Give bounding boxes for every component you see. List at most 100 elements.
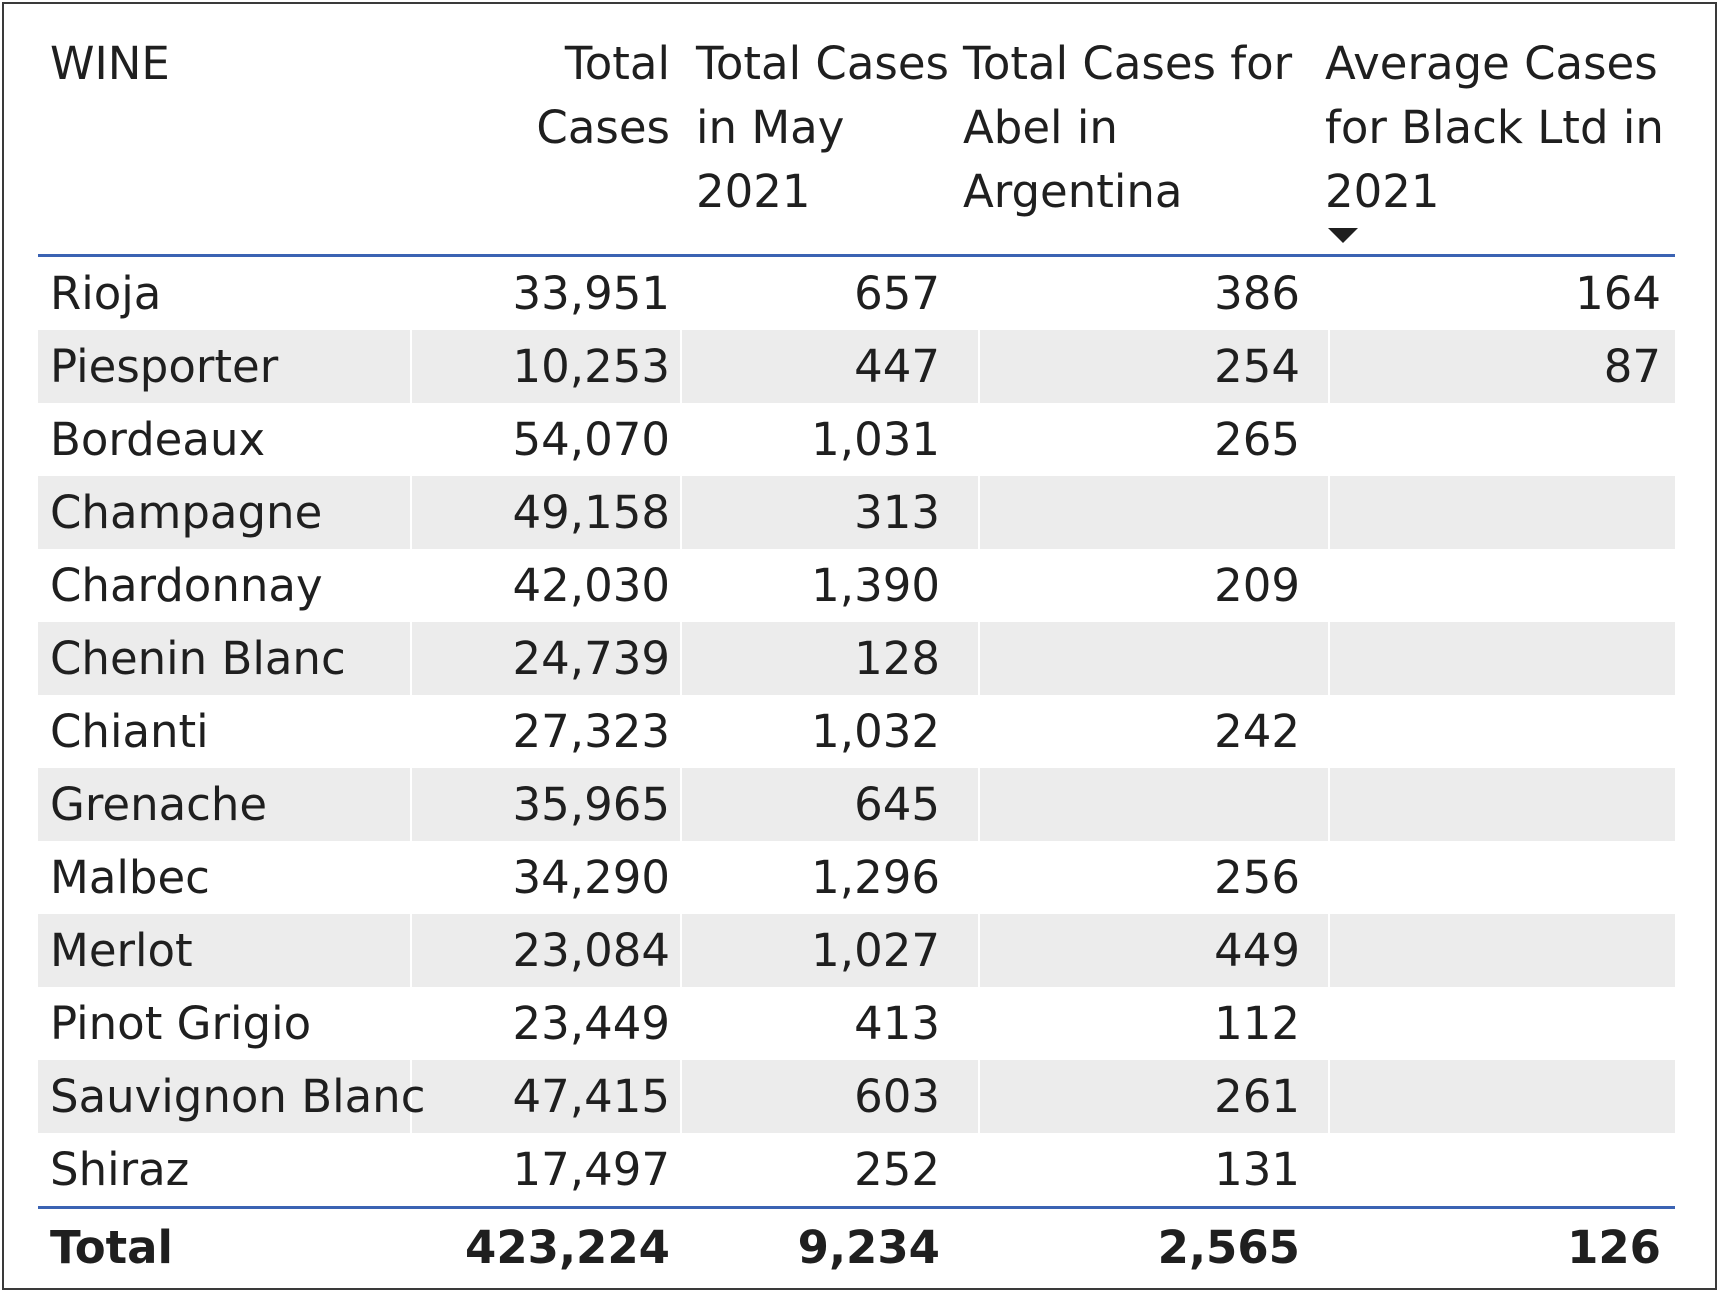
value-cell — [988, 476, 1300, 549]
column-divider — [410, 622, 412, 695]
table-row[interactable]: Bordeaux 54,070 1,031 265 — [38, 403, 1675, 476]
row-shade — [38, 330, 1675, 403]
column-divider — [680, 622, 682, 695]
value-cell: 603 — [854, 1070, 940, 1123]
value-cell: 42,030 — [512, 559, 670, 612]
value-cell: 242 — [1214, 705, 1300, 758]
wine-name-cell: Chianti — [50, 705, 209, 758]
table-row[interactable]: Merlot 23,084 1,027 449 — [38, 914, 1675, 987]
value-cell: 17,497 — [512, 1143, 670, 1196]
value-cell: 34,290 — [512, 851, 670, 904]
value-cell — [1338, 987, 1661, 1060]
column-divider — [410, 1060, 412, 1133]
table-row[interactable]: Piesporter 10,253 447 254 87 — [38, 330, 1675, 403]
column-divider — [978, 476, 980, 549]
wine-name-cell: Malbec — [50, 851, 210, 904]
column-divider — [410, 768, 412, 841]
value-cell: 447 — [854, 340, 940, 393]
value-cell: 313 — [854, 486, 940, 539]
total-cell: 2,565 — [1157, 1221, 1300, 1274]
table-row[interactable]: Shiraz 17,497 252 131 — [38, 1133, 1675, 1206]
row-shade — [38, 622, 1675, 695]
header-line: Total Cases for — [963, 37, 1293, 90]
table-row[interactable]: Malbec 34,290 1,296 256 — [38, 841, 1675, 914]
value-cell: 10,253 — [512, 340, 670, 393]
column-divider — [978, 1060, 980, 1133]
value-cell: 23,449 — [512, 997, 670, 1050]
total-cell: 423,224 — [465, 1221, 670, 1274]
wine-name-cell: Merlot — [50, 924, 193, 977]
column-divider — [680, 330, 682, 403]
column-header-black-ltd-2021[interactable]: Average Cases for Black Ltd in 2021 — [1325, 32, 1670, 224]
table-row[interactable]: Pinot Grigio 23,449 413 112 — [38, 987, 1675, 1060]
value-cell: 386 — [1214, 267, 1300, 320]
value-cell: 1,032 — [811, 705, 940, 758]
column-divider — [680, 768, 682, 841]
header-line: Average Cases — [1325, 37, 1658, 90]
column-header-abel-argentina[interactable]: Total Cases for Abel in Argentina — [963, 32, 1303, 224]
table-header: WINE Total Cases Total Cases in May 2021… — [38, 24, 1675, 257]
matrix-table: WINE Total Cases Total Cases in May 2021… — [38, 24, 1675, 1287]
value-cell: 27,323 — [512, 705, 670, 758]
value-cell — [1338, 695, 1661, 768]
wine-name-cell: Grenache — [50, 778, 268, 831]
value-cell: 1,296 — [811, 851, 940, 904]
column-divider — [978, 768, 980, 841]
table-row[interactable]: Chianti 27,323 1,032 242 — [38, 695, 1675, 768]
value-cell: 256 — [1214, 851, 1300, 904]
value-cell — [1338, 476, 1661, 549]
column-divider — [410, 330, 412, 403]
table-row[interactable]: Grenache 35,965 645 — [38, 768, 1675, 841]
column-divider — [680, 914, 682, 987]
table-row[interactable]: Sauvignon Blanc 47,415 603 261 — [38, 1060, 1675, 1133]
wine-name-cell: Rioja — [50, 267, 162, 320]
column-divider — [1328, 768, 1330, 841]
column-divider — [978, 622, 980, 695]
column-divider — [410, 476, 412, 549]
value-cell: 49,158 — [512, 486, 670, 539]
value-cell: 1,027 — [811, 924, 940, 977]
wine-name-cell: Sauvignon Blanc — [50, 1070, 426, 1123]
table-row[interactable]: Chardonnay 42,030 1,390 209 — [38, 549, 1675, 622]
total-label: Total — [50, 1221, 173, 1274]
column-divider — [1328, 476, 1330, 549]
value-cell: 128 — [854, 632, 940, 685]
value-cell: 87 — [1603, 340, 1661, 393]
value-cell: 209 — [1214, 559, 1300, 612]
column-header-wine[interactable]: WINE — [50, 32, 390, 96]
value-cell: 47,415 — [512, 1070, 670, 1123]
wine-name-cell: Piesporter — [50, 340, 279, 393]
value-cell: 265 — [1214, 413, 1300, 466]
value-cell — [1338, 768, 1661, 841]
column-divider — [410, 914, 412, 987]
sort-descending-icon[interactable] — [1328, 228, 1358, 243]
table-row[interactable]: Rioja 33,951 657 386 164 — [38, 257, 1675, 330]
column-header-total-cases-may-2021[interactable]: Total Cases in May 2021 — [696, 32, 956, 224]
total-cell: 9,234 — [797, 1221, 940, 1274]
row-shade — [38, 914, 1675, 987]
column-header-total-cases[interactable]: Total Cases — [418, 32, 670, 160]
column-divider — [1328, 330, 1330, 403]
column-divider — [1328, 622, 1330, 695]
value-cell: 24,739 — [512, 632, 670, 685]
header-line: Argentina — [963, 165, 1183, 218]
table-body: Rioja 33,951 657 386 164 Piesporter 10,253 447 2… — [38, 257, 1675, 1206]
table-row[interactable]: Chenin Blanc 24,739 128 — [38, 622, 1675, 695]
value-cell: 33,951 — [512, 267, 670, 320]
row-shade — [38, 1060, 1675, 1133]
value-cell: 54,070 — [512, 413, 670, 466]
wine-name-cell: Chardonnay — [50, 559, 323, 612]
value-cell: 657 — [854, 267, 940, 320]
table-row[interactable]: Champagne 49,158 313 — [38, 476, 1675, 549]
value-cell: 23,084 — [512, 924, 670, 977]
column-divider — [978, 330, 980, 403]
column-divider — [978, 914, 980, 987]
value-cell: 131 — [1214, 1143, 1300, 1196]
header-line: for Black Ltd in — [1325, 101, 1664, 154]
total-row: Total 423,224 9,234 2,565 126 — [38, 1206, 1675, 1287]
row-shade — [38, 476, 1675, 549]
value-cell: 164 — [1575, 267, 1661, 320]
value-cell — [988, 622, 1300, 695]
header-line: Total Cases — [696, 37, 949, 90]
